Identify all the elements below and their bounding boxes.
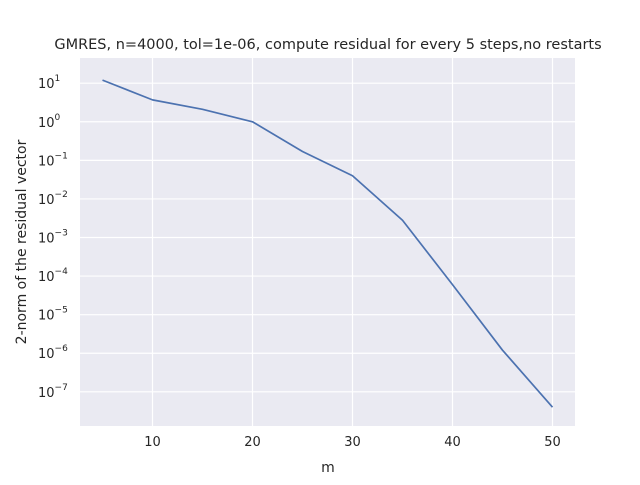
y-tick-label: 10−6 — [38, 344, 68, 362]
y-tick-label: 101 — [38, 74, 60, 92]
y-tick-label: 10−3 — [38, 229, 68, 247]
plot-background — [80, 58, 575, 426]
y-tick-label: 100 — [38, 113, 61, 131]
y-tick-label: 10−5 — [38, 306, 68, 324]
x-tick-label: 40 — [444, 435, 461, 450]
x-tick-label: 50 — [544, 435, 561, 450]
y-tick-label: 10−7 — [38, 383, 68, 401]
y-axis-label: 2-norm of the residual vector — [14, 139, 30, 344]
y-tick-label: 10−2 — [38, 190, 68, 208]
y-tick-labels: 101 100 10−1 10−2 10−3 10−4 10−5 10−6 10−7 — [38, 74, 68, 401]
x-tick-labels: 10 20 30 40 50 — [144, 435, 561, 450]
x-tick-label: 10 — [144, 435, 161, 450]
x-tick-label: 20 — [244, 435, 261, 450]
chart-title: GMRES, n=4000, tol=1e-06, compute residu… — [54, 37, 601, 53]
y-tick-label: 10−4 — [38, 267, 68, 285]
x-tick-label: 30 — [344, 435, 361, 450]
y-tick-label: 10−1 — [38, 151, 68, 169]
x-axis-label: m — [321, 460, 335, 476]
